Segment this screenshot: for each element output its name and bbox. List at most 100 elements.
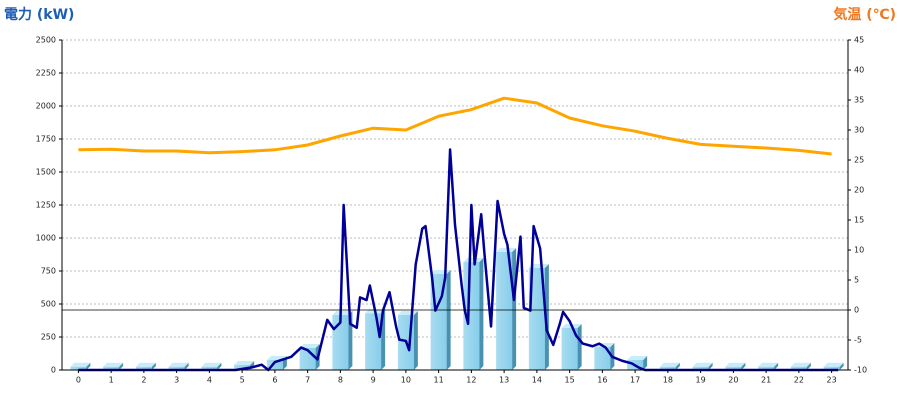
bar xyxy=(168,366,185,370)
bar xyxy=(725,366,742,370)
x-tick-label: 10 xyxy=(401,376,411,385)
bar-top xyxy=(758,362,779,367)
bar-side xyxy=(839,362,844,370)
bar xyxy=(823,366,840,370)
bar-top xyxy=(659,362,680,367)
x-tick-label: 21 xyxy=(761,376,771,385)
bar-top xyxy=(70,362,91,367)
bar-side xyxy=(86,362,91,370)
bar-side xyxy=(512,247,517,370)
y2-tick-label: 0 xyxy=(854,306,859,315)
bar-top xyxy=(823,362,844,367)
bar xyxy=(659,366,676,370)
y-tick-label: 2000 xyxy=(36,102,56,111)
bar-top xyxy=(299,343,320,348)
y-tick-label: 2500 xyxy=(36,36,56,45)
x-tick-label: 22 xyxy=(794,376,804,385)
bar xyxy=(790,366,807,370)
bar xyxy=(758,366,775,370)
bar-side xyxy=(643,355,648,370)
bar-top xyxy=(496,247,517,252)
bar-top xyxy=(201,362,222,367)
x-tick-label: 3 xyxy=(174,376,179,385)
x-tick-label: 4 xyxy=(207,376,212,385)
y2-tick-label: 40 xyxy=(854,66,864,75)
x-tick-label: 15 xyxy=(565,376,575,385)
bar-top xyxy=(528,263,549,268)
bar-top xyxy=(627,355,648,360)
line xyxy=(78,96,832,156)
y2-tick-label: 20 xyxy=(854,186,864,195)
y-tick-label: 250 xyxy=(41,333,56,342)
bar xyxy=(266,359,283,370)
y-tick-label: 1500 xyxy=(36,168,56,177)
bar-top xyxy=(168,362,189,367)
x-tick-label: 6 xyxy=(272,376,277,385)
bar xyxy=(365,313,382,370)
bar-side xyxy=(577,324,582,370)
x-tick-label: 18 xyxy=(663,376,673,385)
x-tick-label: 5 xyxy=(240,376,245,385)
y-tick-label: 500 xyxy=(41,300,56,309)
bar-top xyxy=(135,362,156,367)
bar-top xyxy=(692,362,713,367)
bar xyxy=(201,366,218,370)
y-tick-label: 2250 xyxy=(36,69,56,78)
bar xyxy=(692,366,709,370)
x-tick-label: 2 xyxy=(141,376,146,385)
y-tick-label: 750 xyxy=(41,267,56,276)
bar-side xyxy=(217,362,222,370)
bar-top xyxy=(790,362,811,367)
x-tick-label: 1 xyxy=(109,376,114,385)
bar xyxy=(234,364,251,370)
y2-tick-label: 45 xyxy=(854,36,864,45)
y2-tick-label: 25 xyxy=(854,156,864,165)
bar xyxy=(528,267,545,370)
bar-side xyxy=(479,258,484,370)
bar xyxy=(103,366,120,370)
x-tick-label: 7 xyxy=(305,376,310,385)
y-tick-label: 0 xyxy=(51,366,56,375)
y2-tick-label: 15 xyxy=(854,216,864,225)
y-axis-title: 電力 (kW) xyxy=(4,6,74,23)
x-tick-label: 23 xyxy=(827,376,837,385)
bar-side xyxy=(446,270,451,370)
bar-side xyxy=(184,362,189,370)
x-tick-label: 0 xyxy=(76,376,81,385)
y-tick-label: 1000 xyxy=(36,234,56,243)
y-tick-label: 1750 xyxy=(36,135,56,144)
bar xyxy=(332,314,349,370)
bar-side xyxy=(806,362,811,370)
x-tick-label: 17 xyxy=(630,376,640,385)
y2-tick-label: 35 xyxy=(854,96,864,105)
y2-tick-label: 10 xyxy=(854,246,864,255)
bar xyxy=(463,262,480,370)
bar xyxy=(594,347,611,370)
bar-side xyxy=(708,362,713,370)
line xyxy=(78,148,839,372)
y2-tick-label: 5 xyxy=(854,276,859,285)
bar-top xyxy=(103,362,124,367)
bar xyxy=(70,366,87,370)
bar-side xyxy=(119,362,124,370)
x-tick-label: 20 xyxy=(728,376,738,385)
bar-top xyxy=(234,360,255,365)
y2-tick-label: -10 xyxy=(854,366,867,375)
bar-top xyxy=(725,362,746,367)
bar xyxy=(561,328,578,370)
y-tick-label: 1250 xyxy=(36,201,56,210)
bar-side xyxy=(151,362,156,370)
x-tick-label: 19 xyxy=(696,376,706,385)
x-tick-label: 16 xyxy=(597,376,607,385)
x-tick-label: 13 xyxy=(499,376,509,385)
x-tick-label: 12 xyxy=(466,376,476,385)
x-tick-label: 9 xyxy=(371,376,376,385)
y2-tick-label: 30 xyxy=(854,126,864,135)
x-tick-label: 11 xyxy=(434,376,444,385)
y2-axis-title: 気温 (℃) xyxy=(833,6,896,23)
x-tick-label: 8 xyxy=(338,376,343,385)
bar xyxy=(496,251,513,370)
y2-tick-label: -5 xyxy=(854,336,862,345)
bar-side xyxy=(413,310,418,370)
